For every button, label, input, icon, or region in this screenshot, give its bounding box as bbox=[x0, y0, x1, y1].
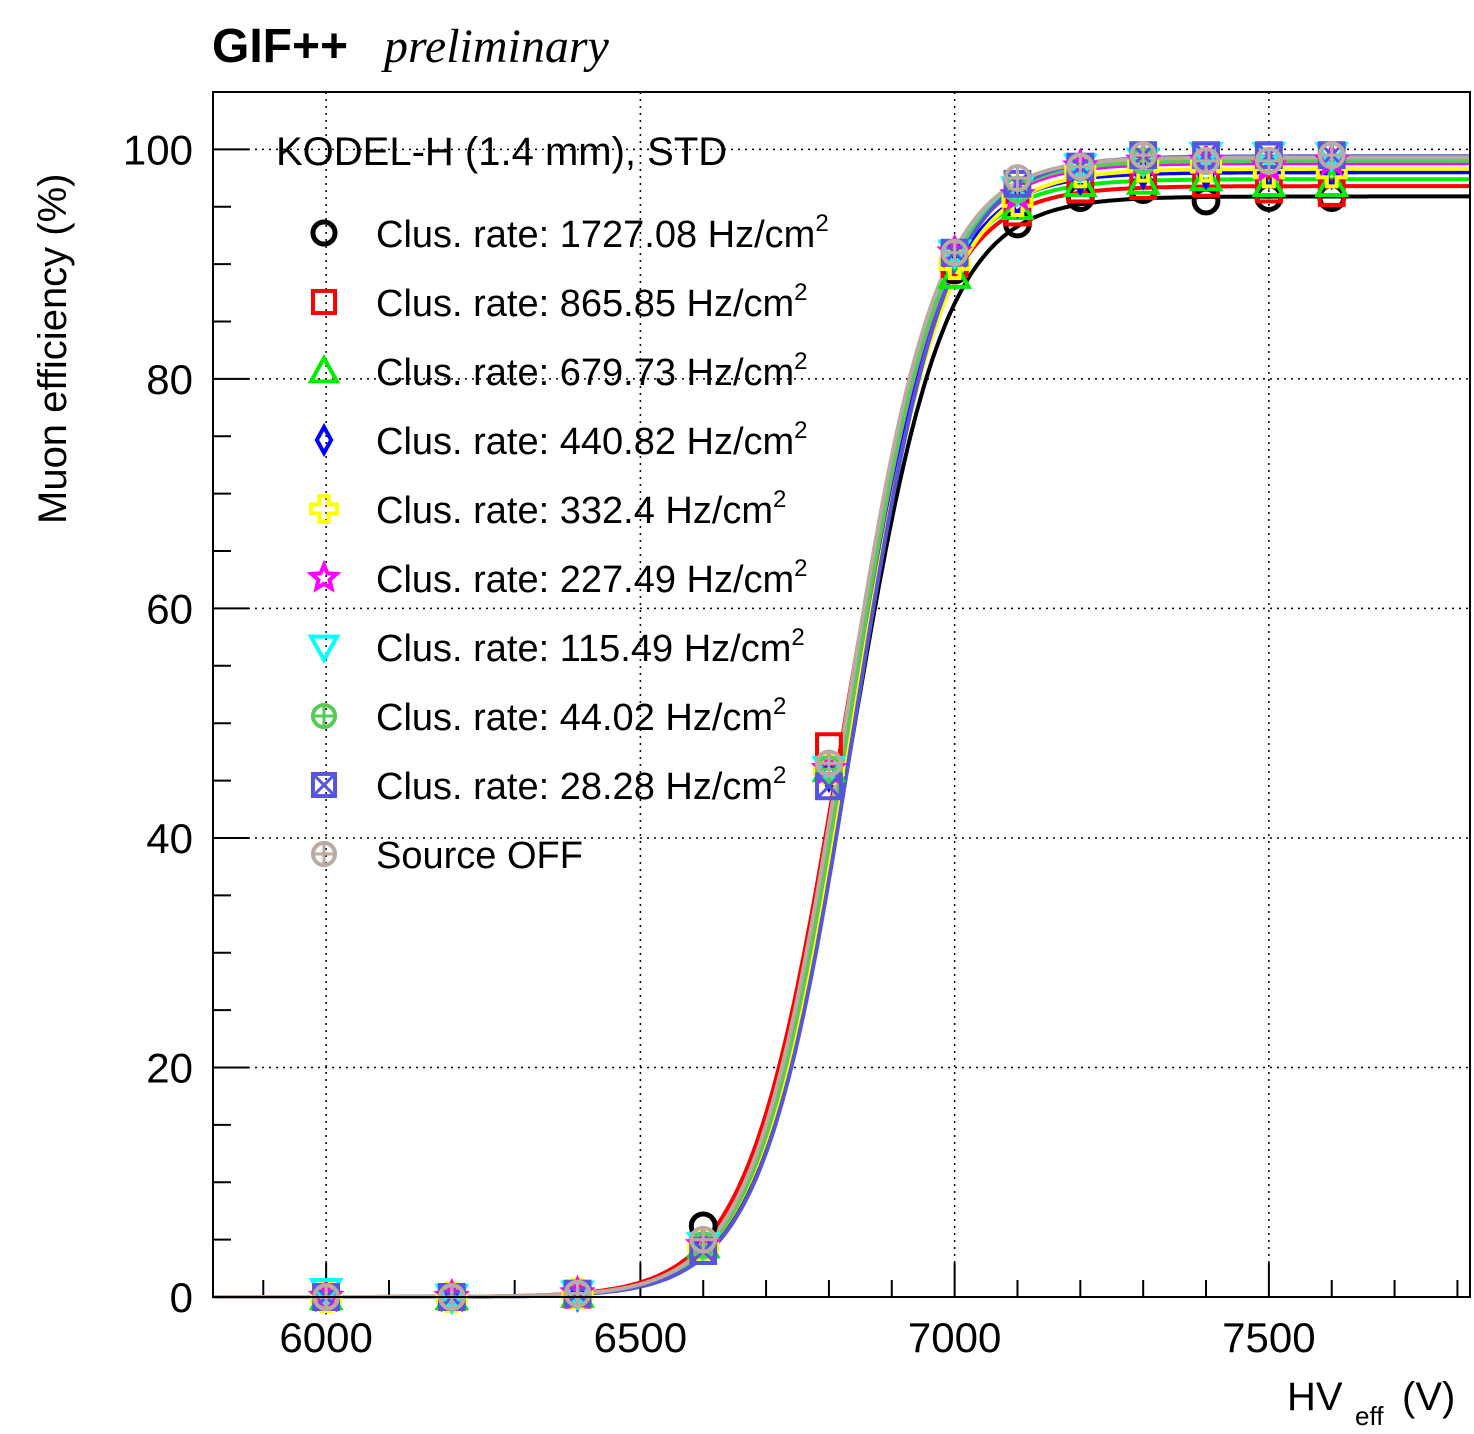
legend-marker bbox=[307, 353, 341, 384]
legend-label-text: Source OFF bbox=[376, 835, 583, 877]
grid-lines bbox=[213, 92, 1470, 1298]
marker-shape bbox=[1191, 186, 1221, 216]
data-point bbox=[1125, 163, 1161, 195]
legend-label-text: Clus. rate: 332.4 Hz/cm bbox=[376, 490, 773, 532]
legend-label: Clus. rate: 115.49 Hz/cm2 bbox=[376, 624, 805, 670]
data-point bbox=[937, 257, 973, 289]
legend-marker bbox=[310, 702, 338, 730]
y-tick-label: 60 bbox=[146, 585, 193, 632]
y-tick-label: 20 bbox=[146, 1044, 193, 1091]
legend-label-sup: 2 bbox=[815, 210, 828, 237]
legend-label-text: Clus. rate: 440.82 Hz/cm bbox=[376, 421, 794, 463]
legend-label-text: Clus. rate: 44.02 Hz/cm bbox=[376, 697, 773, 739]
legend-label-text: Clus. rate: 115.49 Hz/cm bbox=[376, 628, 791, 670]
legend-label-sup: 2 bbox=[791, 624, 804, 651]
legend-marker bbox=[310, 219, 338, 247]
legend-label: Clus. rate: 227.49 Hz/cm2 bbox=[376, 555, 808, 601]
data-point bbox=[1254, 146, 1283, 175]
legend-marker bbox=[306, 559, 342, 593]
marker-line bbox=[815, 773, 842, 800]
legend-label-sup: 2 bbox=[773, 693, 786, 720]
axis-ticks bbox=[213, 91, 1459, 1298]
marker-shape bbox=[307, 634, 341, 665]
marker-shape bbox=[306, 559, 342, 593]
legend-label-text: Clus. rate: 679.73 Hz/cm bbox=[376, 352, 794, 394]
x-axis-label-unit: (V) bbox=[1402, 1375, 1455, 1419]
header-subtitle: preliminary bbox=[381, 20, 610, 73]
data-point bbox=[815, 749, 843, 778]
data-point bbox=[1129, 141, 1158, 170]
legend-label-sup: 2 bbox=[794, 348, 807, 375]
legend-marker bbox=[314, 422, 334, 458]
data-points bbox=[307, 141, 1350, 1316]
y-tick-label: 40 bbox=[146, 815, 193, 862]
x-tick-label: 7500 bbox=[1222, 1314, 1315, 1361]
x-tick-label: 6500 bbox=[594, 1314, 687, 1361]
data-point bbox=[1003, 164, 1032, 192]
marker-shape bbox=[314, 422, 334, 458]
x-axis-label-sub: eff bbox=[1355, 1401, 1384, 1431]
legend-label-sup: 2 bbox=[773, 762, 786, 789]
legend-label-text: Clus. rate: 865.85 Hz/cm bbox=[376, 283, 794, 325]
legend-marker bbox=[307, 634, 341, 665]
marker-shape bbox=[937, 257, 973, 289]
legend-label-sup: 2 bbox=[794, 555, 807, 582]
y-tick-label: 0 bbox=[170, 1274, 193, 1321]
marker-shape bbox=[309, 494, 339, 524]
legend-marker bbox=[309, 494, 339, 524]
data-point bbox=[1317, 141, 1346, 170]
legend-label: Clus. rate: 332.4 Hz/cm2 bbox=[376, 486, 786, 532]
y-tick-label: 80 bbox=[146, 356, 193, 403]
data-point bbox=[1314, 165, 1350, 198]
plot-frame bbox=[212, 91, 1471, 1298]
x-tick-label: 6000 bbox=[279, 1314, 372, 1361]
legend-label-text: Clus. rate: 1727.08 Hz/cm bbox=[376, 214, 815, 256]
marker-shape bbox=[1125, 163, 1161, 195]
data-point bbox=[563, 1279, 592, 1308]
legend-label-sup: 2 bbox=[773, 486, 786, 513]
plot-area bbox=[212, 91, 1471, 1316]
data-point bbox=[1251, 165, 1287, 198]
data-point bbox=[1191, 186, 1221, 216]
y-axis-label: Muon efficiency (%) bbox=[31, 173, 75, 524]
legend-marker bbox=[310, 771, 338, 799]
header-title: GIF++ bbox=[212, 20, 348, 73]
legend-label-text: Clus. rate: 28.28 Hz/cm bbox=[376, 766, 773, 808]
marker-shape bbox=[310, 288, 338, 316]
data-point bbox=[1066, 152, 1095, 181]
data-point bbox=[940, 238, 969, 267]
legend-label-text: Clus. rate: 227.49 Hz/cm bbox=[376, 559, 794, 601]
data-point bbox=[308, 1278, 344, 1310]
legend-label: Clus. rate: 440.82 Hz/cm2 bbox=[376, 417, 808, 463]
legend-marker bbox=[310, 288, 338, 316]
legend-label-sup: 2 bbox=[794, 417, 807, 444]
x-axis-label-main: HV bbox=[1287, 1375, 1343, 1419]
legend-label: Clus. rate: 865.85 Hz/cm2 bbox=[376, 279, 808, 325]
legend-label: Clus. rate: 679.73 Hz/cm2 bbox=[376, 348, 808, 394]
y-tick-label: 100 bbox=[123, 126, 193, 173]
chart-title: KODEL-H (1.4 mm), STD bbox=[276, 130, 727, 174]
marker-shape bbox=[310, 771, 338, 799]
legend-label: Clus. rate: 44.02 Hz/cm2 bbox=[376, 693, 786, 739]
x-tick-label: 7000 bbox=[908, 1314, 1001, 1361]
tick-labels: 6000 6500 7000 7500 0 20 40 60 80 100 bbox=[123, 126, 1316, 1361]
marker-line bbox=[311, 772, 337, 798]
legend-label: Clus. rate: 28.28 Hz/cm2 bbox=[376, 762, 786, 808]
marker-shape bbox=[308, 1278, 344, 1310]
marker-shape bbox=[310, 219, 338, 247]
x-axis-label: HV eff (V) bbox=[1287, 1375, 1455, 1431]
marker-shape bbox=[307, 353, 341, 384]
data-point bbox=[689, 1225, 718, 1254]
legend-label: Clus. rate: 1727.08 Hz/cm2 bbox=[376, 210, 829, 256]
marker-shape bbox=[1314, 165, 1350, 198]
legend-marker bbox=[310, 840, 338, 868]
legend-label-sup: 2 bbox=[794, 279, 807, 306]
marker-shape bbox=[1251, 165, 1287, 198]
legend-label: Source OFF bbox=[376, 835, 583, 877]
data-point bbox=[1192, 146, 1220, 175]
